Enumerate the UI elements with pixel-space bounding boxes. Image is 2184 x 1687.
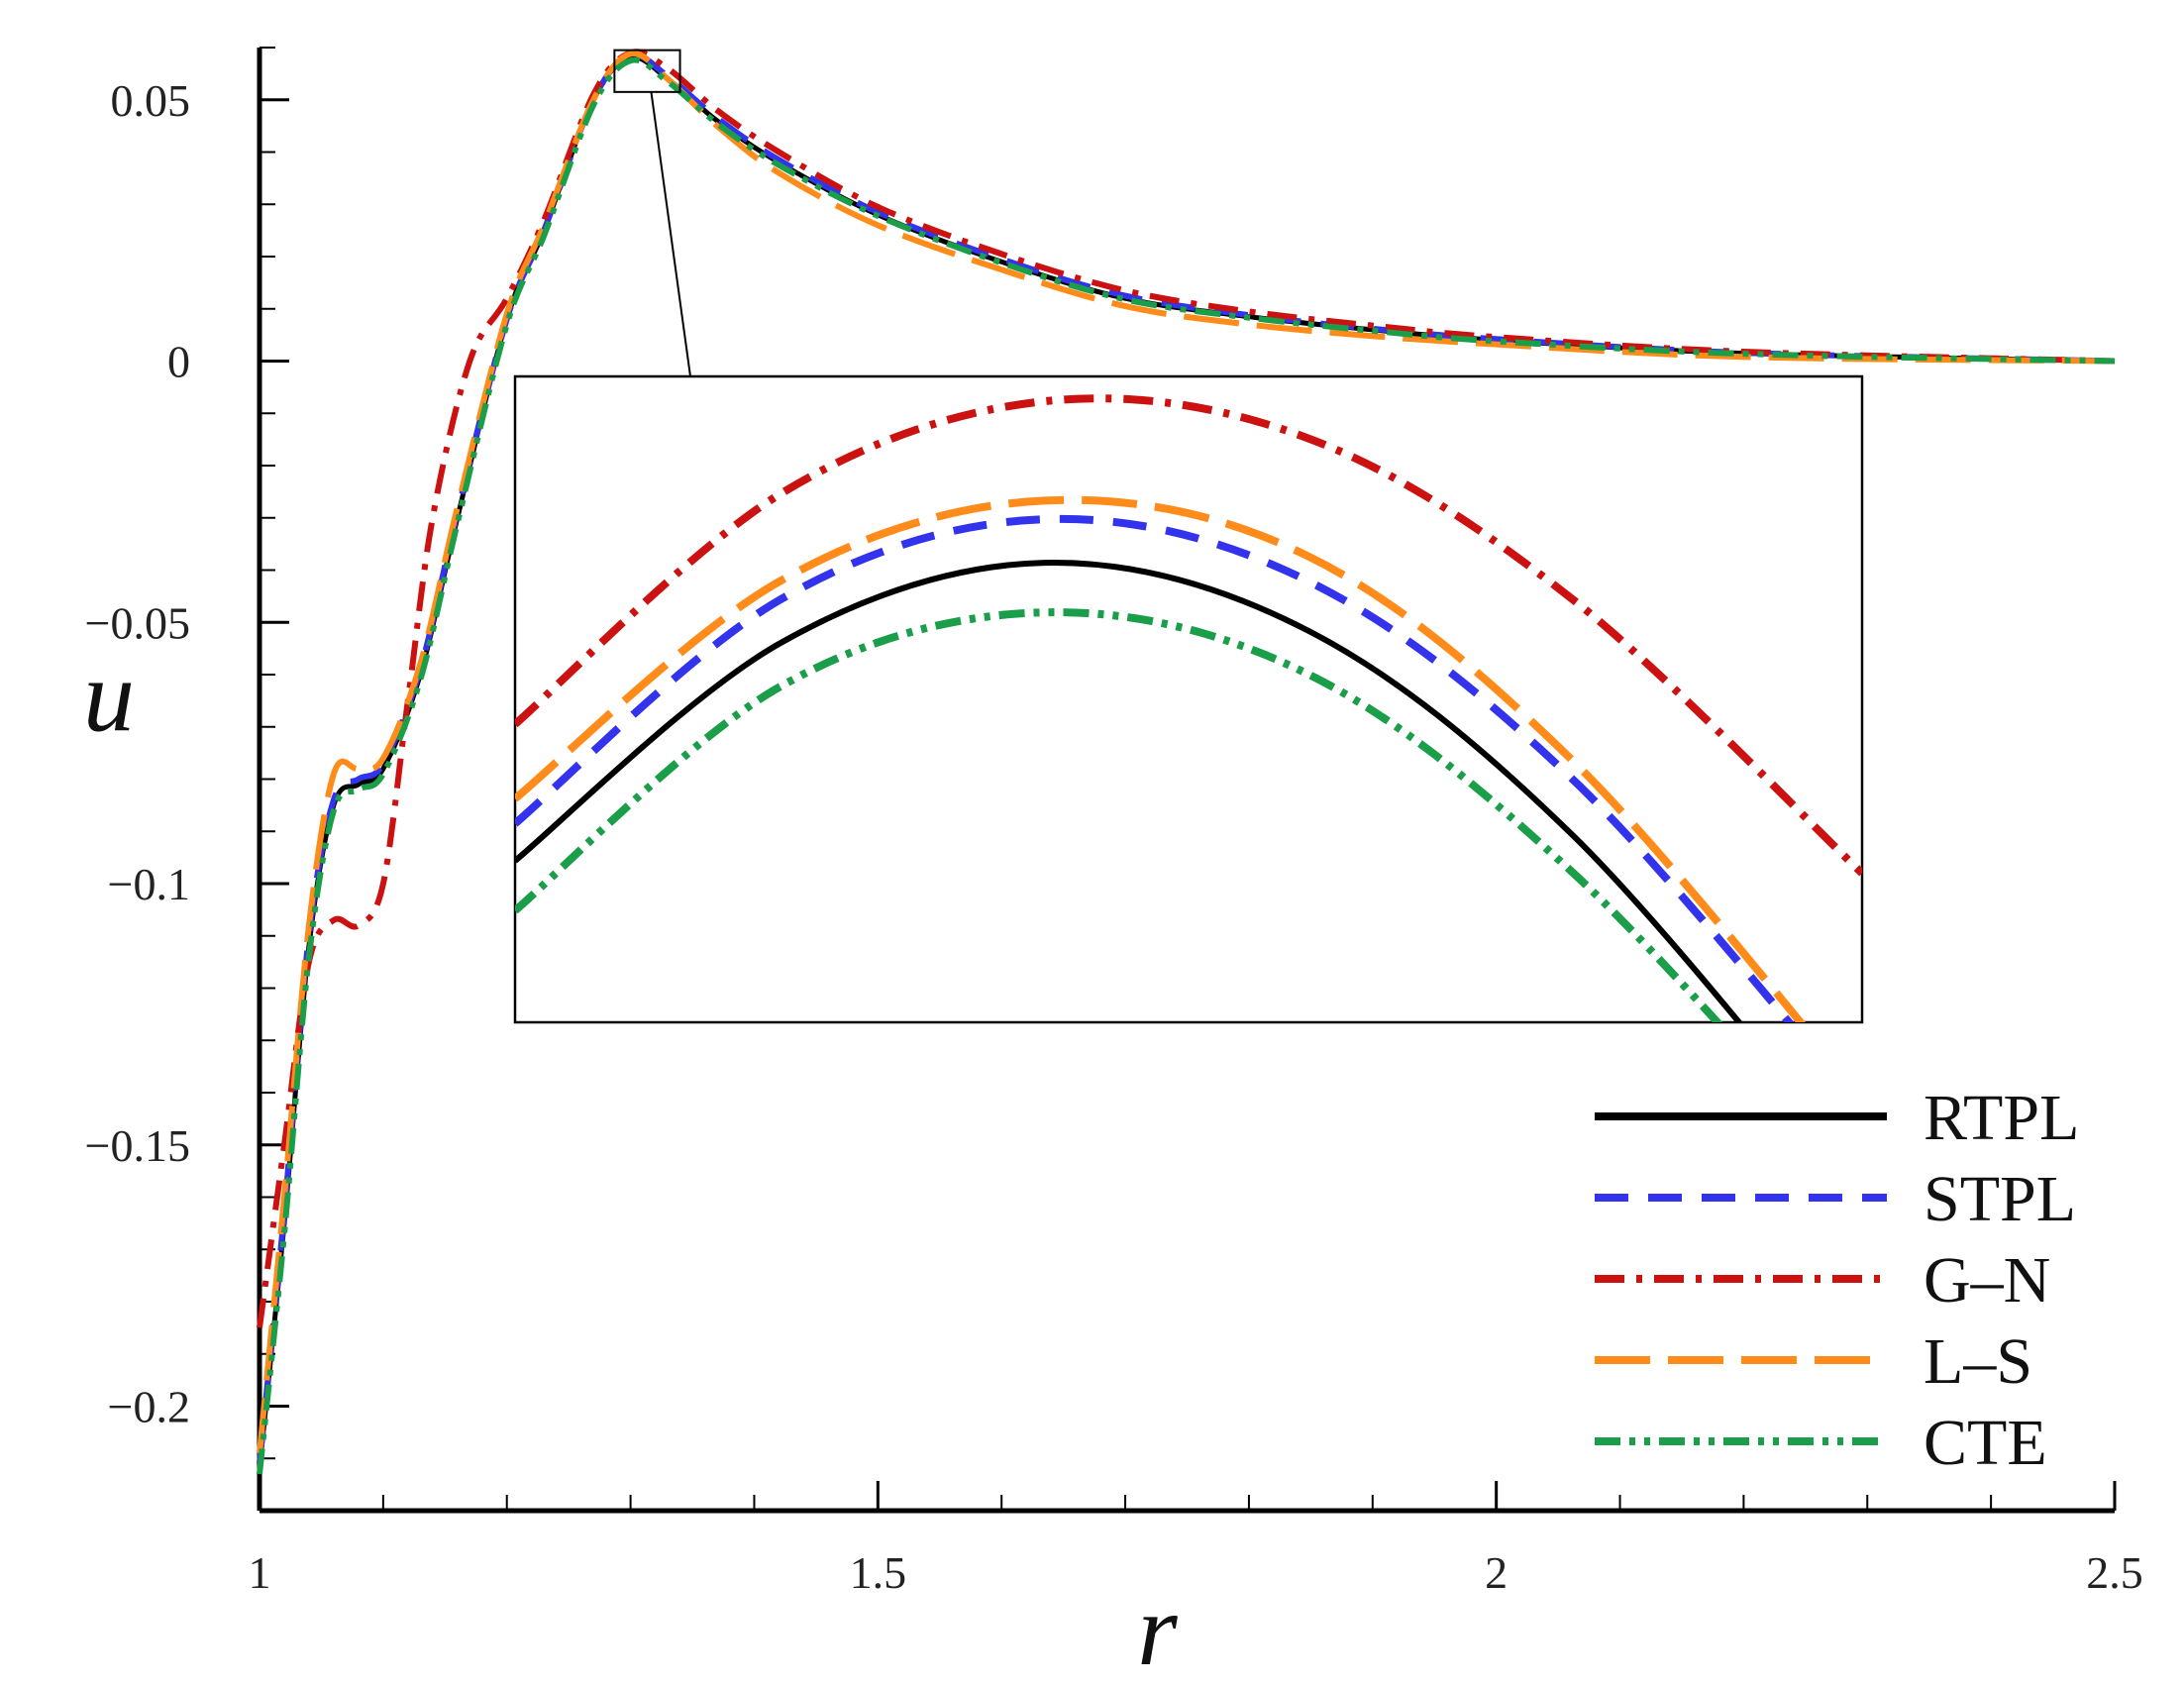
legend-label: CTE bbox=[1924, 1407, 2047, 1479]
y-tick-label: −0.05 bbox=[85, 597, 190, 648]
x-axis-title: r bbox=[1137, 1573, 1178, 1687]
inset-line-l-s bbox=[515, 495, 1806, 1022]
x-tick-label: 1.5 bbox=[850, 1547, 907, 1598]
inset-frame bbox=[513, 374, 1864, 1024]
legend: RTPL STPL G–N L–S CTE bbox=[1595, 1082, 2079, 1479]
x-tick-label: 1 bbox=[249, 1547, 271, 1598]
axes: 1 1.5 2 2.5 0.05 0 −0.05 −0.1 −0.15 −0.2 r u bbox=[83, 47, 2143, 1687]
series-line-cte bbox=[257, 56, 2116, 1475]
zoom-indicator bbox=[613, 49, 691, 377]
y-tick-label: −0.15 bbox=[85, 1120, 190, 1171]
legend-label: STPL bbox=[1924, 1163, 2076, 1235]
y-axis-title: u bbox=[83, 639, 135, 753]
series-layer bbox=[257, 49, 2116, 1475]
inset-line-cte bbox=[515, 608, 1723, 1022]
inset-line-g-n bbox=[515, 394, 1862, 877]
y-tick-label: −0.2 bbox=[108, 1382, 190, 1432]
inset-line-stpl bbox=[515, 514, 1795, 1022]
inset-line-rtpl bbox=[515, 560, 1743, 1022]
x-tick-label: 2.5 bbox=[2086, 1547, 2143, 1598]
y-tick-label: −0.1 bbox=[108, 859, 190, 909]
y-tick-label: 0 bbox=[167, 337, 190, 387]
legend-label: RTPL bbox=[1924, 1082, 2079, 1154]
y-tick-label: 0.05 bbox=[111, 75, 191, 126]
zoom-connector bbox=[650, 91, 691, 377]
inset-plot bbox=[513, 374, 1864, 1024]
series-line-l-s bbox=[257, 50, 2116, 1454]
legend-label: G–N bbox=[1924, 1244, 2050, 1317]
x-tick-label: 2 bbox=[1485, 1547, 1508, 1598]
legend-label: L–S bbox=[1924, 1325, 2032, 1398]
zoom-box bbox=[613, 49, 681, 93]
